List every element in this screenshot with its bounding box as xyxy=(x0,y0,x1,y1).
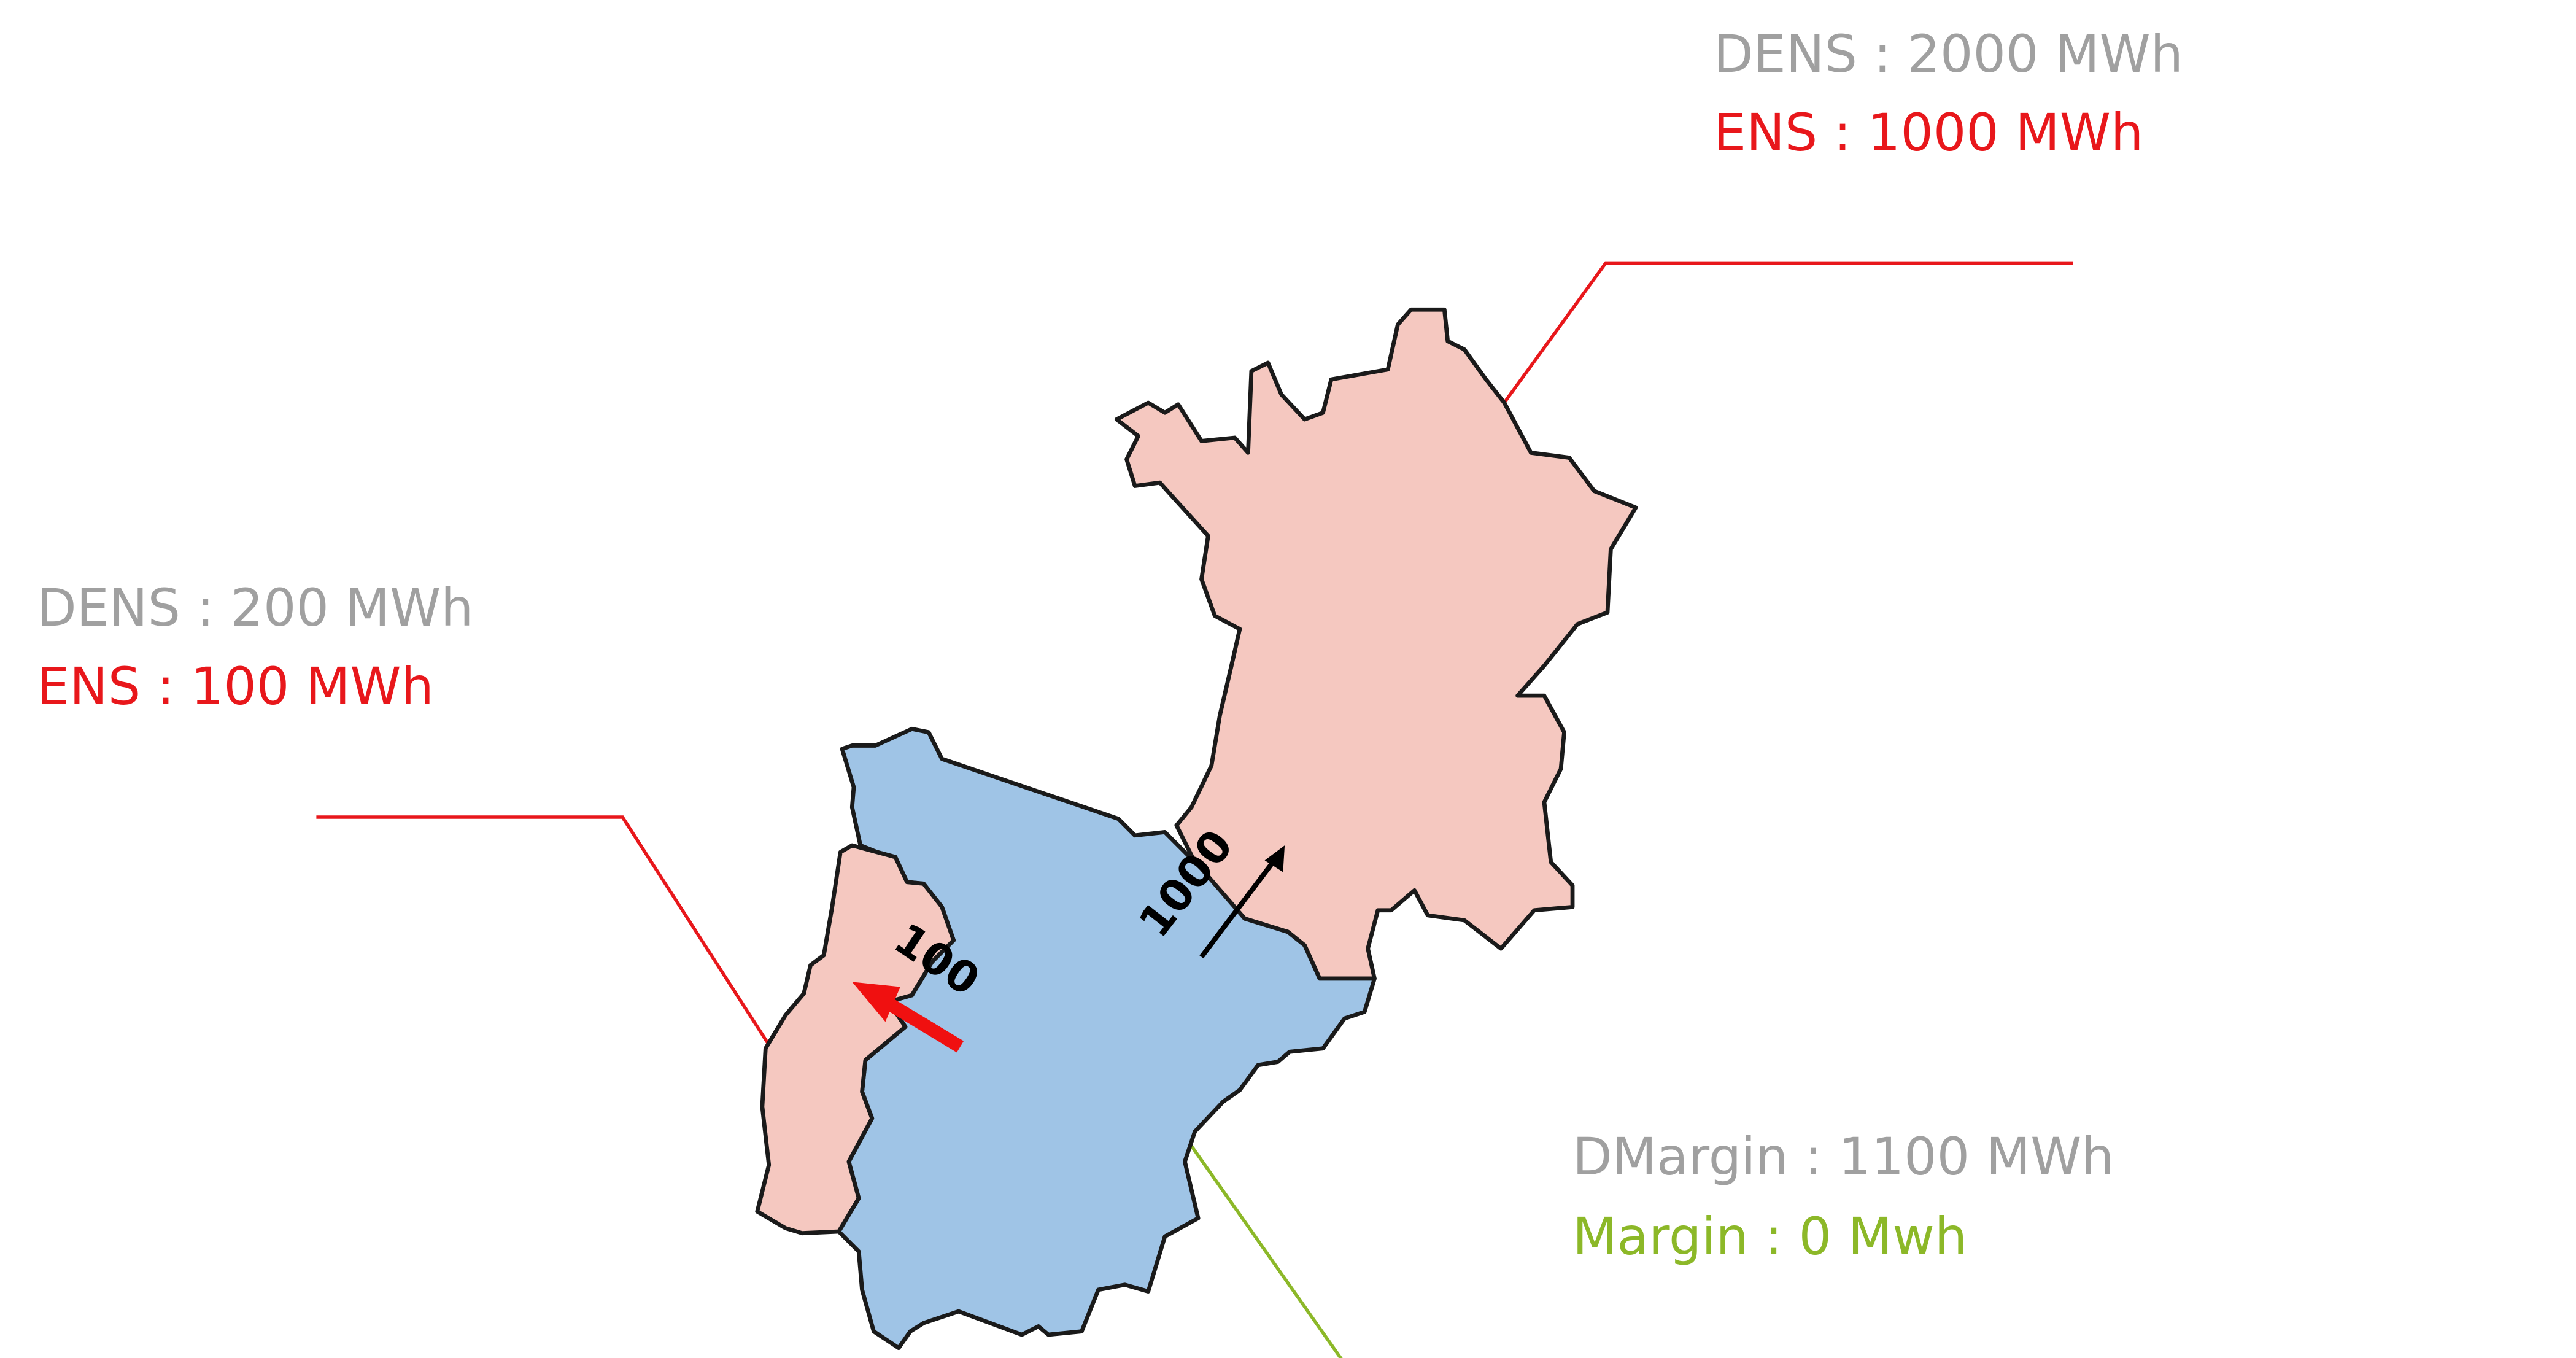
spain-margin-label: Margin : 0 Mwh xyxy=(1572,1206,1968,1267)
portugal-dens-label: DENS : 200 MWh xyxy=(37,578,474,638)
portugal-ens-label: ENS : 100 MWh xyxy=(37,656,434,716)
flow-arrow-spain-to-portugal xyxy=(885,998,964,1053)
flow-arrowhead-portugal xyxy=(852,982,900,1022)
portugal-leader-line xyxy=(316,815,807,1103)
flow-arrowhead-france xyxy=(1264,845,1285,872)
france-dens-label: DENS : 2000 MWh xyxy=(1714,24,2183,84)
france-ens-label: ENS : 1000 MWh xyxy=(1714,103,2144,163)
flow-arrow-spain-to-france xyxy=(1199,860,1275,959)
spain-leader-line xyxy=(1140,1074,1343,1358)
spain-dmargin-label: DMargin : 1100 MWh xyxy=(1572,1127,2114,1187)
region-portugal xyxy=(755,843,956,1236)
